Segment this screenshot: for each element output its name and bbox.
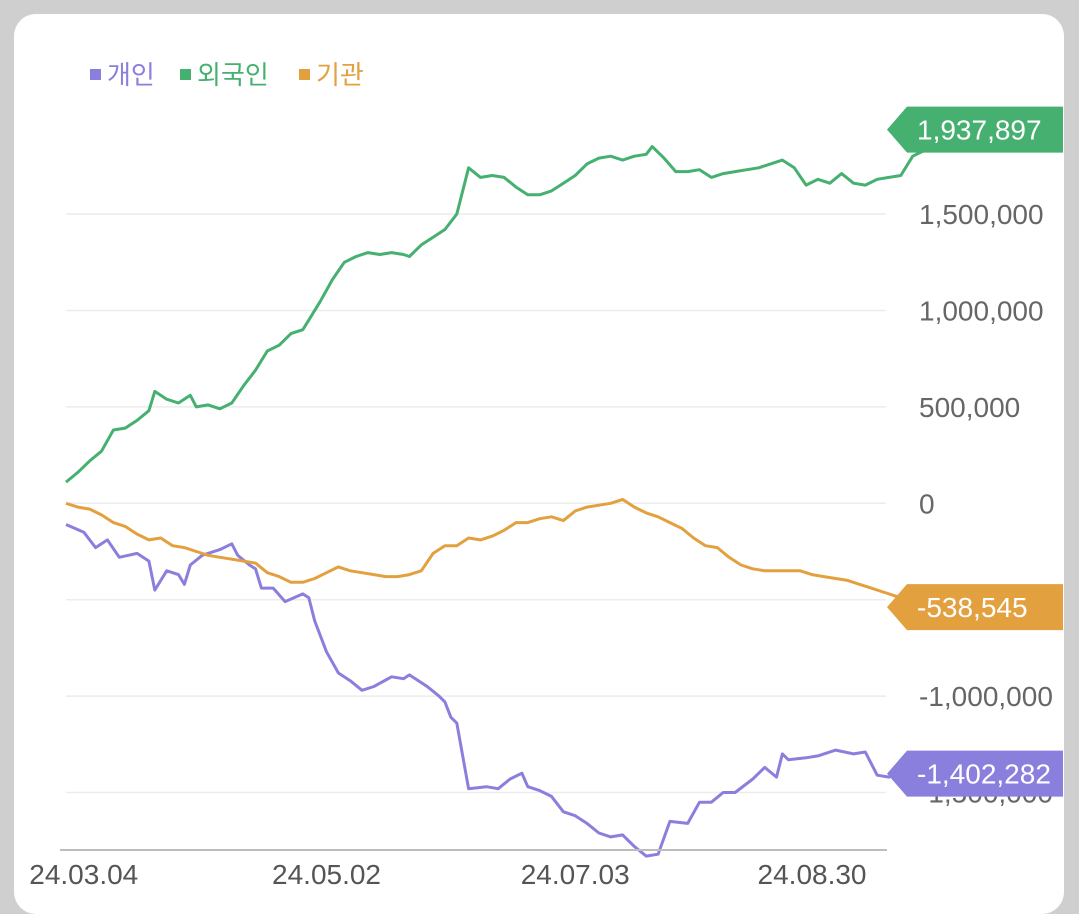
chart-card: 개인 외국인 기관 1,500,000 1,000,000 500,000 0 -1,000… [14,14,1064,914]
grid-lines [66,213,886,794]
last-value-label: -538,545 [917,592,1028,623]
y-tick-label: -1,000,000 [919,681,1053,712]
last-value-badge [887,584,1063,631]
x-tick-label: 24.07.03 [521,859,630,890]
x-tick-label: 24.08.30 [758,859,867,890]
series-line-0 [65,523,943,858]
y-tick-label: 1,500,000 [919,199,1044,230]
legend-swatch [90,69,101,80]
y-tick-label: 1,000,000 [919,295,1044,326]
last-value-label: 1,937,897 [917,115,1042,146]
last-value-badge [887,106,1063,153]
y-tick-label: 500,000 [919,392,1020,423]
y-tick-label: 0 [919,488,935,519]
legend-label: 외국인 [197,60,269,90]
x-tick-label: 24.05.02 [272,859,381,890]
last-value-badge [887,750,1063,797]
x-tick-label: 24.03.04 [29,859,138,890]
x-axis: 24.03.04 24.05.02 24.07.03 24.08.30 [29,849,887,890]
last-value-badges: -1,402,282 1,937,897 -538,545 [887,106,1063,797]
series-lines [65,128,997,858]
legend-label: 개인 [107,60,155,90]
investor-trend-chart: 개인 외국인 기관 1,500,000 1,000,000 500,000 0 -1,000… [29,60,1063,890]
series-line-1 [65,128,997,484]
legend-swatch [299,69,310,80]
y-axis-ticks: 1,500,0001,000,000500,0000-1,000,000-1,5… [919,199,1053,808]
legend-label: 기관 [316,60,364,90]
legend-swatch [180,69,191,80]
series-line-2 [65,497,943,609]
last-value-label: -1,402,282 [917,759,1051,790]
chart-legend: 개인 외국인 기관 [90,60,364,90]
